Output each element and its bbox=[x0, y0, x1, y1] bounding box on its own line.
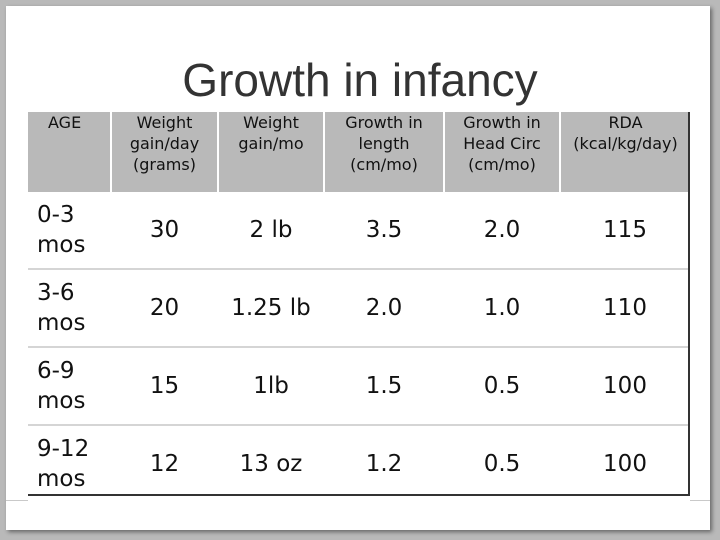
cell-growth-head-circ: 1.0 bbox=[444, 268, 560, 347]
age-line: 6-9 bbox=[37, 358, 75, 384]
age-line: mos bbox=[37, 232, 86, 258]
table-row: 0-3 mos 30 2 lb 3.5 2.0 115 bbox=[28, 192, 690, 269]
cell-growth-length: 2.0 bbox=[324, 268, 444, 347]
header-line: Weight bbox=[136, 113, 193, 132]
header-line: Growth in bbox=[463, 113, 541, 132]
header-weight-gain-day: Weight gain/day (grams) bbox=[111, 112, 219, 192]
age-line: 0-3 bbox=[37, 202, 75, 228]
header-weight-gain-mo: Weight gain/mo bbox=[218, 112, 325, 192]
cell-weight-gain-day: 20 bbox=[111, 268, 218, 347]
header-line: RDA bbox=[608, 113, 643, 132]
header-line: (cm/mo) bbox=[468, 155, 536, 174]
cell-weight-gain-mo: 1.25 lb bbox=[218, 268, 324, 347]
cell-rda: 115 bbox=[560, 192, 690, 269]
table-header-row: AGE Weight gain/day (grams) Weight gain/… bbox=[28, 112, 690, 192]
header-line: Growth in bbox=[345, 113, 423, 132]
cell-growth-head-circ: 0.5 bbox=[444, 424, 560, 502]
header-rda: RDA (kcal/kg/day) bbox=[560, 112, 690, 192]
age-line: mos bbox=[37, 388, 86, 414]
table-row: 6-9 mos 15 1lb 1.5 0.5 100 bbox=[28, 346, 690, 425]
header-line: (kcal/kg/day) bbox=[573, 134, 678, 153]
header-line: gain/mo bbox=[238, 134, 304, 153]
header-line: Weight bbox=[243, 113, 299, 132]
row-age-label: 6-9 mos bbox=[28, 346, 111, 425]
cell-rda: 100 bbox=[560, 346, 690, 425]
cell-rda: 110 bbox=[560, 268, 690, 347]
cell-weight-gain-mo: 13 oz bbox=[218, 424, 324, 502]
cell-growth-length: 1.2 bbox=[324, 424, 444, 502]
cell-weight-gain-day: 30 bbox=[111, 192, 218, 269]
header-line: gain/day bbox=[129, 134, 200, 153]
cell-growth-length: 1.5 bbox=[324, 346, 444, 425]
header-growth-length: Growth in length (cm/mo) bbox=[324, 112, 445, 192]
header-line: (grams) bbox=[133, 155, 196, 174]
age-line: 3-6 bbox=[37, 280, 75, 306]
header-line: (cm/mo) bbox=[350, 155, 418, 174]
cell-weight-gain-mo: 1lb bbox=[218, 346, 324, 425]
header-line: AGE bbox=[48, 113, 82, 132]
growth-table: AGE Weight gain/day (grams) Weight gain/… bbox=[28, 112, 690, 502]
slide-title: Growth in infancy bbox=[182, 54, 538, 106]
cell-growth-head-circ: 0.5 bbox=[444, 346, 560, 425]
age-line: mos bbox=[37, 310, 86, 336]
cell-weight-gain-day: 12 bbox=[111, 424, 218, 502]
header-age: AGE bbox=[28, 112, 112, 192]
age-line: 9-12 bbox=[37, 436, 90, 462]
age-line: mos bbox=[37, 466, 86, 492]
cell-growth-length: 3.5 bbox=[324, 192, 444, 269]
row-age-label: 0-3 mos bbox=[28, 192, 111, 269]
header-line: Head Circ bbox=[463, 134, 541, 153]
cell-growth-head-circ: 2.0 bbox=[444, 192, 560, 269]
header-line: length bbox=[358, 134, 410, 153]
row-age-label: 9-12 mos bbox=[28, 424, 111, 502]
cell-weight-gain-day: 15 bbox=[111, 346, 218, 425]
cell-weight-gain-mo: 2 lb bbox=[218, 192, 324, 269]
cell-rda: 100 bbox=[560, 424, 690, 502]
table-row: 3-6 mos 20 1.25 lb 2.0 1.0 110 bbox=[28, 268, 690, 347]
header-growth-head-circ: Growth in Head Circ (cm/mo) bbox=[444, 112, 561, 192]
table-row: 9-12 mos 12 13 oz 1.2 0.5 100 bbox=[28, 424, 690, 502]
row-age-label: 3-6 mos bbox=[28, 268, 111, 347]
